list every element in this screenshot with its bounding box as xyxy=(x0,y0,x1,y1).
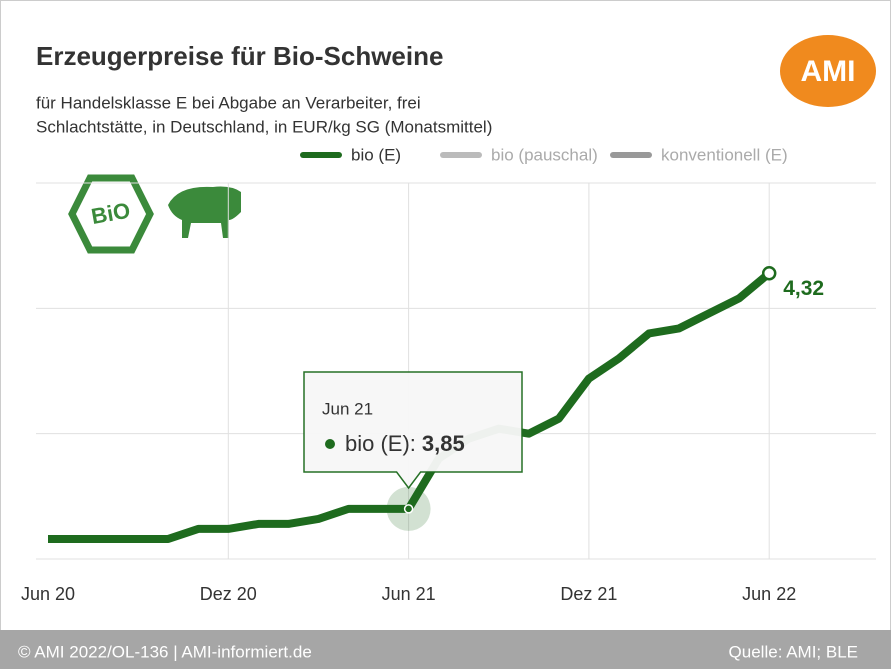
tooltip-separator: : xyxy=(410,431,416,456)
hover-point xyxy=(405,505,413,513)
chart-title: Erzeugerpreise für Bio-Schweine xyxy=(36,41,443,71)
chart: Erzeugerpreise für Bio-Schweine für Hand… xyxy=(0,0,891,669)
footer-right: Quelle: AMI; BLE xyxy=(729,642,858,661)
x-tick-label: Dez 21 xyxy=(560,584,617,604)
data-label: 4,32 xyxy=(783,277,824,300)
x-tick-label: Jun 21 xyxy=(382,584,436,604)
x-tick-label: Jun 22 xyxy=(742,584,796,604)
subtitle: Schlachtstätte, in Deutschland, in EUR/k… xyxy=(36,117,492,136)
page: Erzeugerpreise für Bio-Schweine für Hand… xyxy=(0,0,891,669)
legend-label[interactable]: bio (E) xyxy=(351,145,401,164)
tooltip-dot xyxy=(325,439,335,449)
legend-label[interactable]: konventionell (E) xyxy=(661,145,788,164)
legend-label[interactable]: bio (pauschal) xyxy=(491,145,598,164)
x-tick-label: Dez 20 xyxy=(200,584,257,604)
tooltip-value: 3,85 xyxy=(422,431,465,456)
tooltip-text: bio (E):3,85 xyxy=(345,431,465,456)
logo-text: AMI xyxy=(801,55,856,88)
tooltip-title: Jun 21 xyxy=(322,399,373,418)
end-point xyxy=(763,267,775,279)
x-tick-label: Jun 20 xyxy=(21,584,75,604)
footer-left: © AMI 2022/OL-136 | AMI-informiert.de xyxy=(18,642,312,661)
tooltip-series: bio (E) xyxy=(345,431,410,456)
subtitle: für Handelsklasse E bei Abgabe an Verarb… xyxy=(36,93,421,112)
